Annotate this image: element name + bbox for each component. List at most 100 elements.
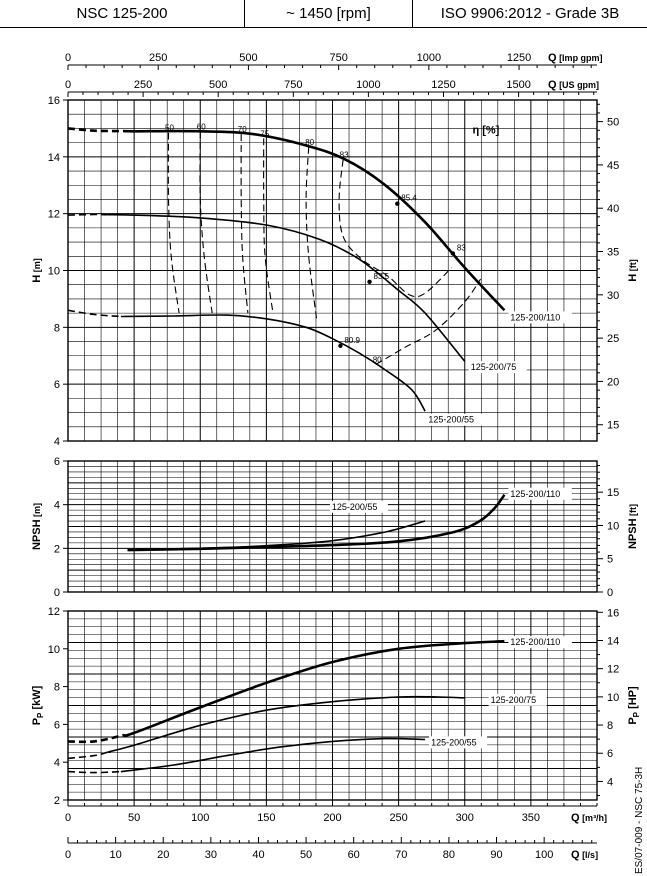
y-tick-label: 16 [48, 95, 60, 107]
q-ls-tick-label: 70 [395, 849, 407, 861]
q-ls-tick-label: 100 [535, 849, 553, 861]
y-right-tick-label: 25 [607, 333, 619, 345]
efficiency-line-70 [240, 134, 249, 314]
efficiency-line-80 [305, 146, 318, 319]
power-y-right-axis-title: PP [HP] [627, 686, 641, 725]
q-ls-tick-label: 10 [109, 849, 121, 861]
power-series-125-200/75-dashed [67, 751, 108, 760]
curve-label-125-200/75: 125-200/75 [491, 695, 537, 705]
q-imp-gpm-tick-label: 0 [65, 52, 71, 64]
q-ls-tick-label: 60 [348, 849, 360, 861]
best-efficiency-point [367, 279, 372, 285]
pump-speed: ~ 1450 [rpm] [245, 0, 413, 27]
npsh-grid [67, 460, 598, 593]
q-ls-tick-label: 20 [157, 849, 169, 861]
curve-label-125-200/55: 125-200/55 [431, 737, 477, 747]
curve-label-bg [468, 361, 527, 374]
curve-label-bg [329, 500, 388, 513]
y-right-tick-label: 0 [607, 587, 613, 599]
q-m3h-tick-label: 300 [456, 812, 474, 824]
npsh-series-125-200/55 [127, 520, 426, 551]
head-series-125-200/110-dashed [67, 127, 124, 133]
y-tick-label: 4 [54, 757, 60, 769]
q-imp-gpm-tick-label: 500 [239, 52, 257, 64]
y-tick-label: 2 [54, 543, 60, 555]
y-tick-label: 8 [54, 322, 60, 334]
q-ls-tick-label: 90 [490, 849, 502, 861]
y-tick-label: 4 [54, 500, 60, 512]
efficiency-line-50 [167, 132, 180, 314]
y-right-tick-label: 15 [607, 420, 619, 432]
efficiency-line-75 [263, 138, 274, 314]
efficiency-label: 83 [457, 243, 466, 252]
q-us-gpm-tick-label: 1000 [356, 79, 380, 91]
q-us-gpm-tick-label: 750 [284, 79, 302, 91]
npsh-y-axis-title: NPSH [m] [31, 503, 43, 550]
efficiency-line-83 [338, 159, 452, 298]
q-m3h-axis-title: Q [m³/h] [571, 812, 607, 824]
q-m3h-tick-label: 0 [65, 812, 71, 824]
q-imp-gpm-tick-label: 250 [149, 52, 167, 64]
y-right-tick-label: 45 [607, 160, 619, 172]
best-efficiency-point [338, 343, 343, 349]
head-y-right-axis-title: H [ft] [627, 259, 639, 281]
power-series-125-200/55-dashed [67, 770, 121, 774]
test-standard: ISO 9906:2012 - Grade 3B [440, 5, 620, 22]
efficiency-label: 85.4 [401, 194, 417, 203]
head-series-125-200/75 [107, 213, 466, 362]
y-right-tick-label: 50 [607, 117, 619, 129]
y-right-tick-label: 35 [607, 247, 619, 259]
y-tick-label: 12 [48, 209, 60, 221]
npsh-panel-frame [67, 460, 598, 593]
efficiency-label: 80.9 [344, 336, 360, 345]
y-tick-label: 4 [54, 436, 60, 448]
y-tick-label: 6 [54, 456, 60, 468]
best-efficiency-point [395, 201, 400, 206]
power-series-125-200/110-dashed [67, 733, 124, 744]
q-us-gpm-tick-label: 1250 [431, 79, 455, 91]
npsh-y-right-axis-title: NPSH [ft] [627, 504, 639, 549]
q-imp-gpm-tick-label: 750 [329, 52, 347, 64]
y-right-tick-label: 20 [607, 376, 619, 388]
q-us-gpm-tick-label: 500 [209, 79, 227, 91]
power-series-125-200/75 [107, 695, 465, 753]
y-right-tick-label: 6 [607, 748, 613, 760]
head-series-125-200/55 [120, 314, 426, 412]
efficiency-label: 50 [165, 124, 174, 133]
y-right-tick-label: 5 [607, 554, 613, 566]
y-right-tick-label: 12 [607, 664, 619, 676]
y-tick-label: 6 [54, 379, 60, 391]
q-us-gpm-axis-title: Q [US gpm] [548, 79, 599, 91]
y-right-tick-label: 16 [607, 607, 619, 619]
y-right-tick-label: 10 [607, 692, 619, 704]
y-tick-label: 0 [54, 587, 60, 599]
curve-label-bg [508, 636, 572, 649]
q-us-gpm-tick-label: 250 [134, 79, 152, 91]
q-m3h-tick-label: 350 [522, 812, 540, 824]
side-note: ES/07-009 - NSC 75-3H [634, 767, 645, 874]
q-m3h-tick-label: 150 [257, 812, 275, 824]
curve-label-bg [426, 413, 485, 426]
curve-label-125-200/55: 125-200/55 [332, 502, 378, 512]
efficiency-label: 60 [197, 122, 206, 131]
curve-label-125-200/110: 125-200/110 [510, 312, 560, 322]
chart-header: NSC 125-200 ~ 1450 [rpm] ISO 9906:2012 -… [0, 0, 647, 28]
power-series-125-200/55 [120, 737, 426, 773]
curve-label-bg [508, 311, 572, 324]
y-tick-label: 2 [54, 795, 60, 807]
q-us-gpm-tick-label: 0 [65, 79, 71, 91]
q-m3h-tick-label: 100 [191, 812, 209, 824]
q-ls-tick-label: 0 [65, 849, 71, 861]
y-tick-label: 12 [48, 606, 60, 618]
q-m3h-tick-label: 250 [389, 812, 407, 824]
q-ls-tick-label: 80 [443, 849, 455, 861]
head-series-125-200/110 [123, 129, 506, 312]
q-ls-axis-title: Q [l/s] [571, 849, 598, 861]
curve-label-bg [488, 693, 547, 706]
q-ls-tick-label: 50 [300, 849, 312, 861]
efficiency-label: 83 [340, 151, 349, 160]
y-tick-label: 10 [48, 266, 60, 278]
q-m3h-tick-label: 200 [323, 812, 341, 824]
q-us-gpm-tick-label: 1500 [506, 79, 530, 91]
